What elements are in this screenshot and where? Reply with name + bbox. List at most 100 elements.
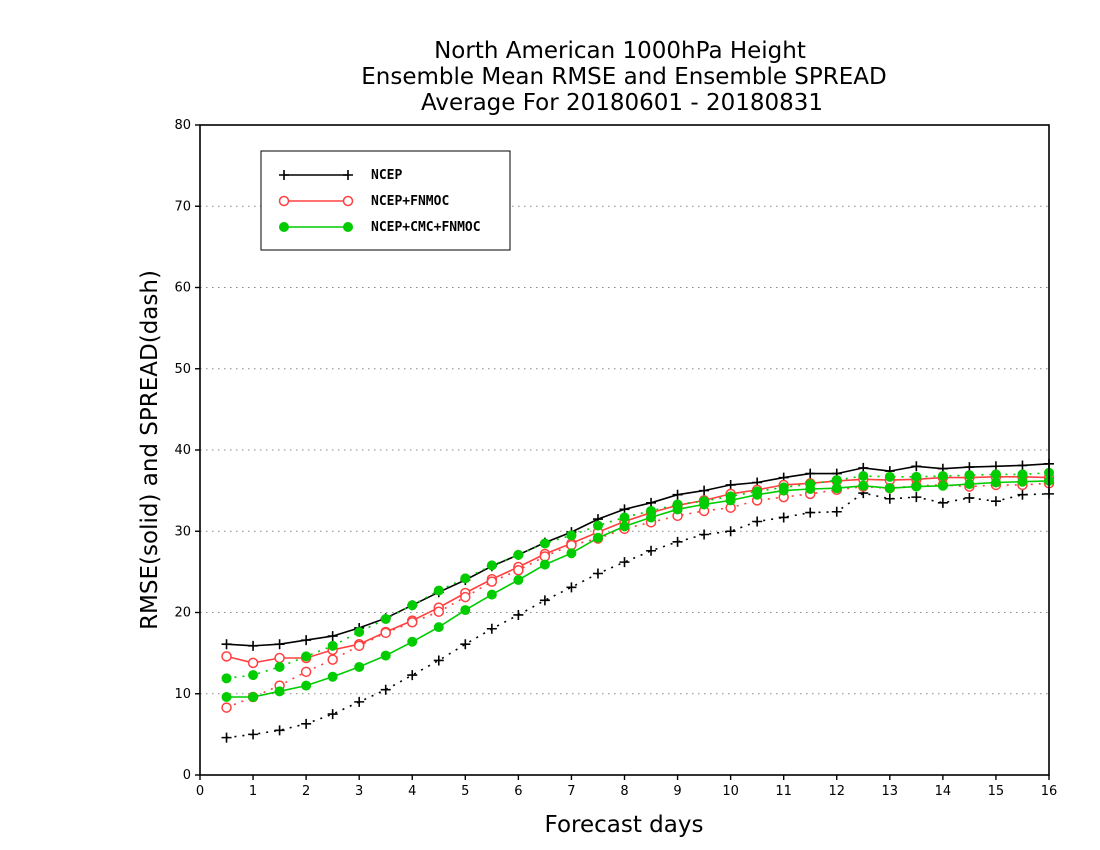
data-point-ncep-spread [646,545,657,556]
y-tick-label: 0 [183,768,191,783]
data-point-ncep-rmse [1017,460,1028,471]
x-tick-label: 12 [828,784,845,799]
data-point-ncep-cmc-fnmoc-rmse [380,650,391,661]
data-point-ncep-cmc-fnmoc-rmse [858,480,869,491]
data-point-ncep-cmc-fnmoc-spread [248,670,259,681]
data-point-ncep-cmc-fnmoc-spread [911,471,922,482]
legend-marker [342,195,354,207]
x-tick-label: 6 [514,784,522,799]
x-tick-label: 10 [722,784,739,799]
data-point-ncep-spread [725,526,736,537]
data-point-ncep-cmc-fnmoc-spread [831,475,842,486]
data-point-ncep-cmc-fnmoc-rmse [248,692,259,702]
data-point-ncep-cmc-fnmoc-rmse [592,532,603,543]
data-point-ncep-rmse [725,479,736,490]
chart-title-line-2: Ensemble Mean RMSE and Ensemble SPREAD [361,64,886,90]
x-tick-label: 9 [673,784,681,799]
data-point-ncep-cmc-fnmoc-spread [937,471,948,481]
data-point-ncep-spread [884,493,895,504]
series-line-ncep-rmse [226,463,1050,647]
legend: NCEP NCEP+FNMOC NCEP+CMC+FNMOC [260,150,511,251]
y-tick-label: 40 [174,443,191,458]
x-tick-label: 16 [1041,784,1058,799]
data-point-ncep-cmc-fnmoc-spread [646,505,657,516]
data-point-ncep-fnmoc-spread [407,617,418,628]
data-point-ncep-cmc-fnmoc-rmse [884,483,895,494]
data-point-ncep-cmc-fnmoc-spread [433,585,444,596]
series-ncep-fnmoc [221,471,1055,713]
data-point-ncep-cmc-fnmoc-spread [513,549,524,560]
data-point-ncep-cmc-fnmoc-rmse [486,589,497,600]
data-point-ncep-spread [990,496,1001,507]
data-point-ncep-spread [752,516,763,527]
data-point-ncep-rmse [327,631,338,642]
data-point-ncep-rmse [911,461,922,472]
data-point-ncep-rmse [672,489,683,500]
data-point-ncep-rmse [301,635,312,646]
data-point-ncep-cmc-fnmoc-spread [1017,469,1028,480]
data-point-ncep-cmc-fnmoc-rmse [460,605,471,616]
y-tick-label: 30 [174,524,191,539]
data-point-ncep-fnmoc-spread [327,654,338,665]
legend-marker [279,222,289,232]
series-line-ncep-cmc-fnmoc-spread [226,472,1050,680]
legend-label: NCEP+FNMOC [371,194,449,209]
data-point-ncep-spread [221,732,232,743]
x-tick-label: 3 [355,784,363,799]
data-point-ncep-cmc-fnmoc-spread [619,512,630,523]
y-tick-label: 50 [174,362,191,377]
data-point-ncep-fnmoc-spread [433,606,445,617]
data-point-ncep-cmc-fnmoc-spread [884,471,895,482]
x-tick-label: 7 [567,784,575,799]
x-tick-label: 4 [408,784,416,799]
data-point-ncep-cmc-fnmoc-rmse [566,548,577,559]
data-point-ncep-cmc-fnmoc-rmse [937,480,948,491]
data-point-ncep-spread [248,729,259,740]
data-point-ncep-cmc-fnmoc-spread [725,491,736,502]
legend-marker [343,222,353,232]
data-point-ncep-spread [619,557,630,568]
data-point-ncep-rmse [699,485,710,496]
data-point-ncep-spread [778,512,789,523]
x-tick-label: 8 [620,784,628,799]
y-tick-label: 70 [174,199,191,214]
data-point-ncep-cmc-fnmoc-spread [221,673,232,684]
data-point-ncep-fnmoc-spread [353,640,365,652]
data-point-ncep-cmc-fnmoc-rmse [619,521,630,532]
data-point-ncep-cmc-fnmoc-spread [407,600,418,611]
data-point-ncep-cmc-fnmoc-rmse [513,575,524,585]
data-point-ncep-fnmoc-rmse [274,652,285,664]
data-point-ncep-spread [486,623,497,634]
data-point-ncep-cmc-fnmoc-rmse [433,622,444,633]
data-point-ncep-cmc-fnmoc-rmse [911,481,922,492]
data-point-ncep-fnmoc-spread [513,565,524,576]
x-tick-label: 5 [461,784,469,799]
data-point-ncep-spread [699,529,710,540]
legend-label: NCEP+CMC+FNMOC [371,220,481,235]
x-axis-label: Forecast days [545,812,704,838]
data-point-ncep-cmc-fnmoc-rmse [327,671,338,682]
data-point-ncep-spread [805,507,816,518]
data-point-ncep-cmc-fnmoc-spread [460,573,471,584]
data-point-ncep-spread [831,506,842,517]
series-line-ncep-spread [226,492,1050,739]
grid [200,205,1049,695]
data-point-ncep-spread [301,718,312,729]
x-tick-label: 14 [935,784,952,799]
data-point-ncep-fnmoc-spread [486,576,498,587]
legend-marker [278,195,290,207]
data-point-ncep-cmc-fnmoc-spread [805,479,816,490]
data-point-ncep-cmc-fnmoc-spread [486,560,497,571]
y-axis-label: RMSE(solid) and SPREAD(dash) [137,270,163,630]
y-tick-label: 80 [174,118,191,133]
data-point-ncep-spread [354,696,365,707]
chart-title-line-3: Average For 20180601 - 20180831 [421,90,823,116]
data-point-ncep-spread [460,639,471,650]
data-point-ncep-spread [513,609,524,620]
data-point-ncep-fnmoc-spread [300,666,312,678]
data-point-ncep-spread [327,709,338,720]
data-point-ncep-spread [433,655,444,666]
series-layer [221,458,1055,743]
